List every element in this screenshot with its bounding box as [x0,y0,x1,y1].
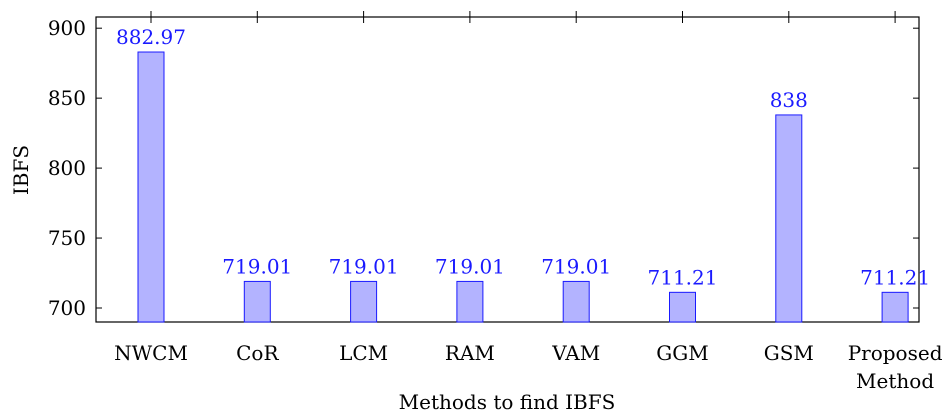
data-label-1: 719.01 [222,254,292,278]
data-label-4: 719.01 [541,254,611,278]
bar-6 [775,114,803,323]
y-axis-title: IBFS [9,145,33,195]
y-tick-label-4: 900 [48,16,86,40]
x-tick-label-1: CoR [236,341,279,365]
x-tick-label-2: LCM [339,341,388,365]
x-tick-label-line: GGM [656,341,708,365]
bar-5 [669,291,696,323]
y-tick-label-3: 850 [48,86,86,110]
x-tick-label-line: Proposed [848,341,943,365]
data-label-2: 719.01 [329,254,399,278]
y-tick-labels: 700 750 800 850 900 [48,16,86,320]
x-tick-label-line: NWCM [114,341,188,365]
y-tick-label-2: 800 [48,156,86,180]
x-tick-labels: NWCM CoR LCM RAM VAM GGM GSM Proposed Method [114,341,943,393]
bar-1 [243,280,271,323]
x-axis-title: Methods to find IBFS [399,390,616,414]
x-tick-label-4: VAM [551,341,600,365]
bar-2 [350,280,378,323]
x-tick-label-line: CoR [236,341,279,365]
bar-7 [881,291,909,323]
x-tick-label-line: LCM [339,341,388,365]
data-label-0: 882.97 [116,25,186,49]
data-label-6: 838 [770,88,808,112]
plot-frame [95,16,920,323]
x-tick-label-3: RAM [445,341,495,365]
x-tick-label-7: Proposed Method [848,341,943,393]
x-tick-label-5: GGM [656,341,708,365]
x-tick-label-line: Method [856,369,934,393]
data-label-7: 711.21 [860,265,930,289]
y-tick-label-0: 700 [48,296,86,320]
bar-0 [137,51,165,323]
x-tick-label-0: NWCM [114,341,188,365]
data-label-3: 719.01 [435,254,505,278]
bar-3 [456,280,484,323]
data-labels-group: 882.97 719.01 719.01 719.01 719.01 711.21 838 7… [116,25,930,289]
x-tick-label-line: GSM [764,341,814,365]
data-label-5: 711.21 [648,265,718,289]
bar-4 [562,280,590,323]
bars-group [137,51,909,323]
x-tick-label-6: GSM [764,341,814,365]
y-tick-label-1: 750 [48,226,86,250]
x-tick-label-line: VAM [551,341,600,365]
x-tick-label-line: RAM [445,341,495,365]
